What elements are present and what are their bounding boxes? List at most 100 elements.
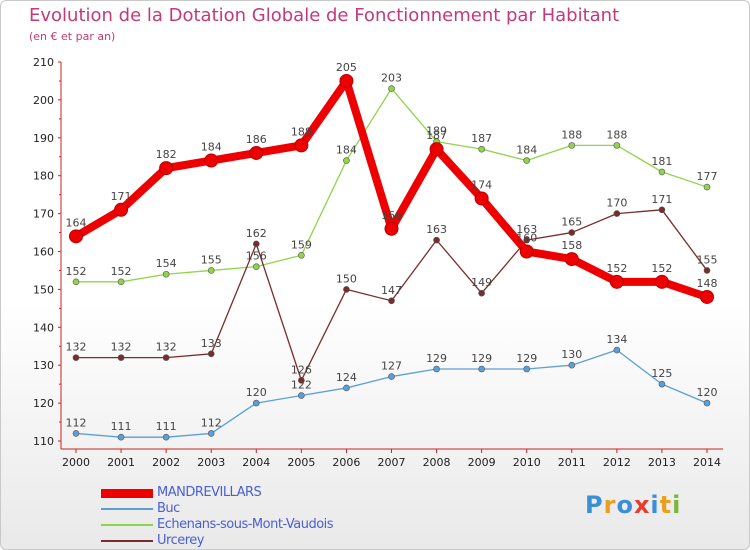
data-point-urcerey [568, 229, 576, 236]
data-label-mandrevillars: 160 [516, 232, 537, 245]
data-point-buc [658, 380, 666, 388]
y-tick-label: 160 [33, 246, 54, 259]
data-label-mandrevillars: 182 [156, 148, 177, 161]
data-point-echenans-sous-mont-vaudois [703, 183, 711, 191]
data-point-buc [162, 433, 170, 441]
data-point-echenans-sous-mont-vaudois [388, 85, 395, 92]
data-point-echenans-sous-mont-vaudois [252, 263, 260, 270]
data-point-urcerey [658, 206, 666, 214]
data-label-urcerey: 170 [606, 197, 627, 210]
legend-swatch [101, 508, 153, 510]
series-mandrevillars [69, 73, 714, 304]
x-tick-label: 2002 [152, 456, 180, 469]
data-point-echenans-sous-mont-vaudois [298, 251, 305, 259]
series-line-echenans-sous-mont-vaudois [75, 87, 708, 283]
data-point-urcerey [478, 289, 485, 297]
data-point-echenans-sous-mont-vaudois [117, 278, 125, 286]
data-label-buc: 111 [156, 420, 177, 433]
data-label-urcerey: 163 [516, 223, 537, 236]
data-label-urcerey: 132 [111, 341, 132, 354]
legend-label: Urcerey [157, 533, 204, 548]
x-tick-label: 2007 [378, 456, 406, 469]
y-tick-label: 120 [33, 397, 54, 410]
data-label-echenans-sous-mont-vaudois: 152 [111, 265, 132, 278]
series-layer [69, 73, 714, 441]
line-chart: 110 120 130 140 150 160 170 180 190 200 210 2000 200… [33, 56, 723, 469]
data-point-echenans-sous-mont-vaudois [523, 157, 531, 164]
y-tick-label: 180 [33, 170, 54, 183]
brand-letter: x [633, 491, 651, 519]
y-tick-label: 190 [33, 132, 54, 145]
legend-swatch [101, 488, 153, 498]
data-point-echenans-sous-mont-vaudois [478, 145, 485, 153]
x-tick-label: 2006 [332, 456, 360, 469]
data-label-urcerey: 155 [697, 253, 718, 266]
data-point-urcerey [343, 286, 350, 293]
data-label-buc: 125 [651, 367, 672, 380]
data-label-echenans-sous-mont-vaudois: 188 [561, 128, 582, 141]
data-label-mandrevillars: 148 [697, 277, 718, 290]
data-label-mandrevillars: 152 [606, 262, 627, 275]
data-labels-layer: 112 111 111 112 120 122 124 127 129 129 129 130 134 1… [66, 61, 718, 433]
data-point-echenans-sous-mont-vaudois [613, 142, 621, 149]
data-point-buc [433, 365, 440, 373]
x-tick-label: 2004 [242, 456, 270, 469]
legend-swatch [101, 540, 153, 542]
axes: 110 120 130 140 150 160 170 180 190 200 210 2000 200… [33, 56, 723, 469]
data-label-mandrevillars: 188 [291, 125, 312, 138]
data-label-echenans-sous-mont-vaudois: 188 [606, 128, 627, 141]
data-label-urcerey: 147 [381, 284, 402, 297]
data-point-buc [523, 365, 531, 373]
data-label-urcerey: 163 [426, 223, 447, 236]
data-label-buc: 111 [111, 420, 132, 433]
data-point-mandrevillars [700, 289, 714, 304]
data-label-buc: 112 [201, 416, 222, 429]
y-tick-label: 110 [33, 435, 54, 448]
data-label-urcerey: 149 [471, 276, 492, 289]
brand-letter: i [650, 491, 660, 519]
data-label-buc: 112 [66, 416, 87, 429]
brand-letter: o [616, 491, 634, 519]
data-label-echenans-sous-mont-vaudois: 156 [246, 250, 267, 263]
chart-title: Evolution de la Dotation Globale de Fonc… [29, 5, 620, 26]
series-buc [72, 346, 711, 441]
data-label-urcerey: 132 [66, 341, 87, 354]
data-label-mandrevillars: 187 [426, 129, 447, 142]
data-point-mandrevillars [294, 138, 309, 153]
data-point-urcerey [703, 267, 711, 274]
chart-subtitle: (en € et par an) [29, 30, 116, 43]
legend-label: Buc [157, 501, 180, 516]
data-label-echenans-sous-mont-vaudois: 159 [291, 238, 312, 251]
data-point-buc [117, 433, 125, 441]
data-point-urcerey [72, 354, 80, 361]
x-tick-label: 2003 [197, 456, 225, 469]
x-tick-label: 2013 [648, 456, 676, 469]
data-label-urcerey: 132 [156, 341, 177, 354]
data-point-echenans-sous-mont-vaudois [658, 168, 666, 176]
data-label-echenans-sous-mont-vaudois: 203 [381, 72, 402, 85]
data-point-echenans-sous-mont-vaudois [72, 278, 80, 286]
data-point-urcerey [117, 354, 125, 361]
y-tick-label: 140 [33, 321, 54, 334]
data-label-echenans-sous-mont-vaudois: 184 [516, 144, 537, 157]
data-point-mandrevillars [204, 153, 219, 168]
data-label-buc: 129 [471, 352, 492, 365]
series-urcerey [72, 206, 711, 384]
data-point-urcerey [207, 350, 215, 358]
y-tick-label: 130 [33, 359, 54, 372]
data-point-urcerey [162, 354, 170, 361]
data-label-buc: 134 [606, 333, 627, 346]
data-label-buc: 122 [291, 379, 312, 392]
data-label-mandrevillars: 152 [651, 262, 672, 275]
data-point-buc [252, 399, 260, 407]
data-point-mandrevillars [609, 274, 624, 289]
data-label-buc: 127 [381, 360, 402, 373]
x-tick-label: 2005 [287, 456, 315, 469]
brand-logo: Proxiti [585, 491, 681, 519]
brand-letter: t [659, 491, 673, 519]
data-point-mandrevillars [339, 73, 354, 88]
data-point-buc [478, 365, 485, 373]
y-tick-label: 210 [33, 56, 54, 69]
data-label-echenans-sous-mont-vaudois: 155 [201, 253, 222, 266]
data-label-buc: 130 [561, 348, 582, 361]
